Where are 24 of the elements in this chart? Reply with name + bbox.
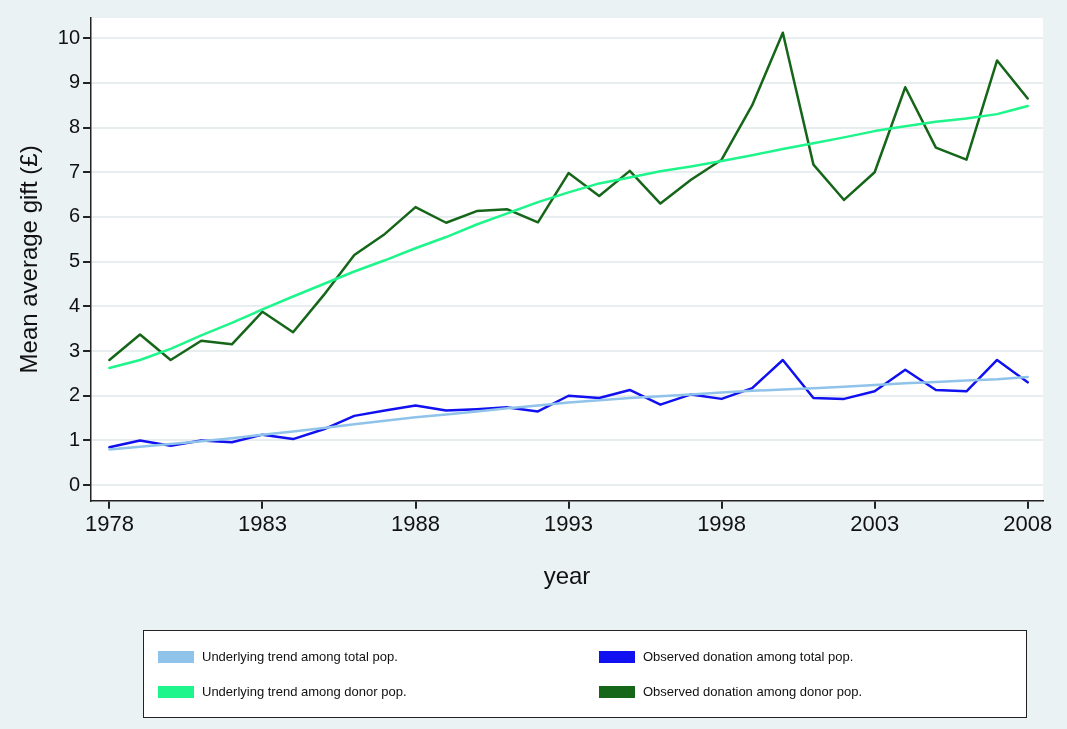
x-axis-title: year [543, 562, 591, 590]
x-tick-label: 1983 [237, 511, 287, 537]
x-tick-label: 1978 [84, 511, 134, 537]
y-tick-label: 6 [68, 204, 81, 227]
y-tick-label: 1 [68, 427, 81, 450]
y-tick-label: 5 [68, 249, 81, 272]
y-tick-label: 4 [68, 293, 81, 316]
y-tick-label: 0 [68, 472, 81, 495]
y-tick-label: 10 [57, 25, 81, 48]
y-tick-label: 2 [68, 383, 81, 406]
y-tick-label: 7 [68, 159, 81, 182]
legend-label: Underlying trend among donor pop. [202, 684, 407, 699]
y-axis-title: Mean average gift (£) [15, 145, 43, 374]
legend-label: Observed donation among total pop. [643, 649, 854, 664]
x-tick-label: 1998 [697, 511, 747, 537]
y-tick-label: 3 [68, 338, 81, 361]
legend-label: Observed donation among donor pop. [643, 684, 862, 699]
legend-label: Underlying trend among total pop. [202, 649, 398, 664]
x-tick-label: 1993 [544, 511, 594, 537]
x-tick-label: 1988 [391, 511, 440, 537]
y-tick-label: 8 [68, 115, 81, 138]
x-tick-label: 2003 [850, 511, 900, 537]
y-tick-label: 9 [68, 70, 81, 93]
x-tick-label: 2008 [1003, 511, 1053, 537]
